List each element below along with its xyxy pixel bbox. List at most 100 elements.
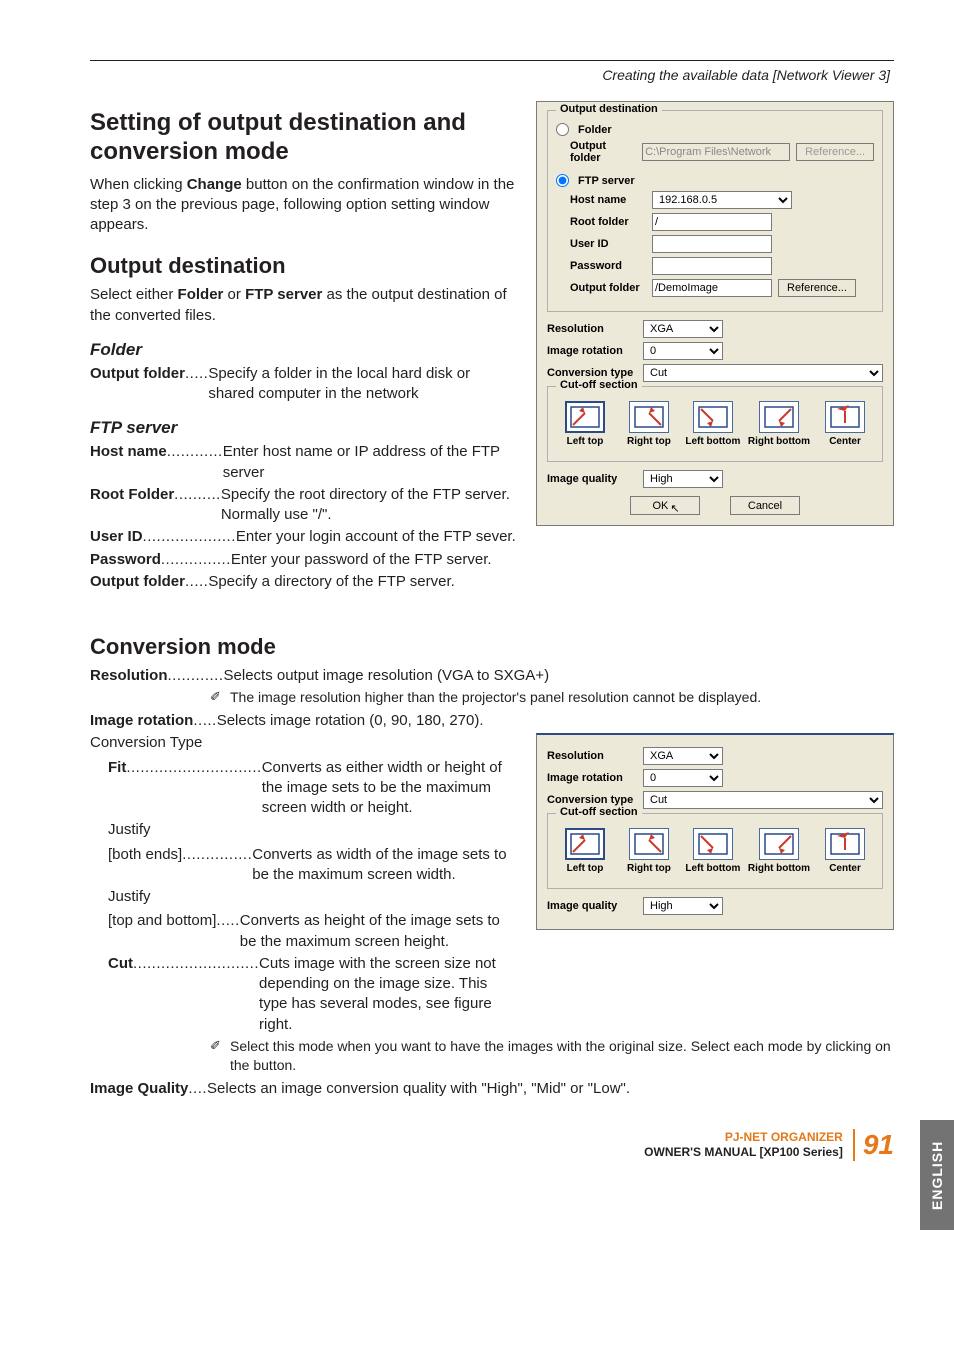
label-quality-2: Image quality — [547, 900, 637, 912]
button-ok[interactable]: OK↖ — [630, 496, 700, 515]
input-userid[interactable] — [652, 235, 772, 253]
label-convtype: Conversion type — [547, 367, 637, 379]
label-resolution-2: Resolution — [547, 750, 637, 762]
input-root[interactable] — [652, 213, 772, 231]
select-convtype[interactable]: Cut — [643, 364, 883, 382]
label-conversion-type: Conversion Type — [90, 733, 516, 753]
cutoff-option-left-bottom[interactable]: Left bottom — [684, 828, 742, 874]
cutoff-option-left-top[interactable]: Left top — [556, 401, 614, 447]
note-resolution: The image resolution higher than the pro… — [90, 688, 894, 707]
footer-org: PJ-NET ORGANIZER — [725, 1130, 843, 1144]
label-userid: User ID — [556, 238, 646, 250]
select-rotation-2[interactable]: 0 — [643, 769, 723, 787]
cutoff-icon — [693, 401, 733, 433]
label-justify-1: Justify — [90, 820, 516, 840]
radio-folder-label: Folder — [578, 124, 612, 136]
input-output-folder[interactable] — [642, 143, 790, 161]
radio-ftp[interactable] — [556, 174, 569, 187]
def-justify-topbottom: [top and bottom].....Converts as height … — [90, 911, 516, 952]
def-image-quality: Image Quality....Selects an image conver… — [90, 1079, 894, 1099]
button-reference-2[interactable]: Reference... — [778, 279, 856, 297]
cutoff-option-right-top[interactable]: Right top — [620, 401, 678, 447]
select-rotation[interactable]: 0 — [643, 342, 723, 360]
label-justify-2: Justify — [90, 887, 516, 907]
cutoff-icon — [565, 828, 605, 860]
cutoff-icon — [759, 401, 799, 433]
cutoff-label: Left top — [567, 863, 604, 874]
label-host: Host name — [556, 194, 646, 206]
cutoff-label: Center — [829, 436, 861, 447]
select-quality[interactable]: High — [643, 470, 723, 488]
page-title: Setting of output destination and conver… — [90, 109, 516, 167]
radio-ftp-label: FTP server — [578, 175, 635, 187]
button-cancel[interactable]: Cancel — [730, 496, 800, 515]
cutoff-icon — [565, 401, 605, 433]
label-password: Password — [556, 260, 646, 272]
input-ftp-output-folder[interactable] — [652, 279, 772, 297]
group-cutoff-2: Cut-off section Left top Right top Left … — [547, 813, 883, 889]
cutoff-label: Left bottom — [685, 436, 740, 447]
heading-folder: Folder — [90, 340, 516, 360]
def-resolution: Resolution............Selects output ima… — [90, 666, 894, 686]
select-convtype-2[interactable]: Cut — [643, 791, 883, 809]
cutoff-icon — [825, 401, 865, 433]
def-output-folder: Output folder.....Specify a folder in th… — [90, 364, 516, 405]
cutoff-label: Left bottom — [685, 863, 740, 874]
dialog-output-settings: Output destination Folder Output folder … — [536, 101, 894, 526]
footer-manual: OWNER'S MANUAL [XP100 Series] — [644, 1145, 843, 1159]
cutoff-option-left-top[interactable]: Left top — [556, 828, 614, 874]
label-quality: Image quality — [547, 473, 637, 485]
cutoff-icon — [629, 401, 669, 433]
def-cut: Cut...........................Cuts image… — [90, 954, 516, 1035]
input-password[interactable] — [652, 257, 772, 275]
label-resolution: Resolution — [547, 323, 637, 335]
cutoff-label: Right bottom — [748, 436, 810, 447]
breadcrumb: Creating the available data [Network Vie… — [90, 67, 894, 83]
cutoff-option-center[interactable]: Center — [816, 828, 874, 874]
cutoff-option-right-top[interactable]: Right top — [620, 828, 678, 874]
cursor-icon: ↖ — [670, 503, 679, 515]
label-ftp-output-folder: Output folder — [556, 282, 646, 294]
cutoff-label: Right bottom — [748, 863, 810, 874]
cutoff-icon — [629, 828, 669, 860]
outdest-paragraph: Select either Folder or FTP server as th… — [90, 285, 516, 326]
top-rule — [90, 60, 894, 61]
group-cutoff: Cut-off section Left top Right top Left … — [547, 386, 883, 462]
select-host[interactable]: 192.168.0.5 — [652, 191, 792, 209]
group-output-destination: Output destination Folder Output folder … — [547, 110, 883, 312]
def-fit: Fit.............................Converts… — [90, 758, 516, 819]
cutoff-label: Right top — [627, 436, 671, 447]
cutoff-icon — [825, 828, 865, 860]
language-tab: ENGLISH — [920, 1120, 954, 1230]
label-root: Root folder — [556, 216, 646, 228]
cutoff-label: Left top — [567, 436, 604, 447]
cutoff-option-right-bottom[interactable]: Right bottom — [748, 401, 810, 447]
def-rootfolder: Root Folder..........Specify the root di… — [90, 485, 516, 526]
label-rotation: Image rotation — [547, 345, 637, 357]
dialog-conversion-panel: Resolution XGA Image rotation 0 Conversi… — [536, 733, 894, 930]
radio-folder[interactable] — [556, 123, 569, 136]
heading-output-destination: Output destination — [90, 253, 516, 279]
cutoff-option-center[interactable]: Center — [816, 401, 874, 447]
cutoff-label: Right top — [627, 863, 671, 874]
note-cut: Select this mode when you want to have t… — [90, 1037, 894, 1075]
heading-conversion-mode: Conversion mode — [90, 634, 894, 660]
def-hostname: Host name............Enter host name or … — [90, 442, 516, 483]
intro-paragraph: When clicking Change button on the confi… — [90, 175, 516, 236]
page-number: 91 — [853, 1129, 894, 1161]
cutoff-option-left-bottom[interactable]: Left bottom — [684, 401, 742, 447]
def-userid: User ID ....................Enter your l… — [90, 527, 516, 547]
cutoff-option-right-bottom[interactable]: Right bottom — [748, 828, 810, 874]
button-reference-1[interactable]: Reference... — [796, 143, 874, 161]
cutoff-icon — [693, 828, 733, 860]
label-convtype-2: Conversion type — [547, 794, 637, 806]
cutoff-icon — [759, 828, 799, 860]
select-quality-2[interactable]: High — [643, 897, 723, 915]
label-rotation-2: Image rotation — [547, 772, 637, 784]
select-resolution-2[interactable]: XGA — [643, 747, 723, 765]
cutoff-label: Center — [829, 863, 861, 874]
page-footer: PJ-NET ORGANIZER OWNER'S MANUAL [XP100 S… — [90, 1129, 894, 1161]
def-rotation: Image rotation.....Selects image rotatio… — [90, 711, 894, 731]
select-resolution[interactable]: XGA — [643, 320, 723, 338]
label-output-folder: Output folder — [556, 140, 636, 164]
